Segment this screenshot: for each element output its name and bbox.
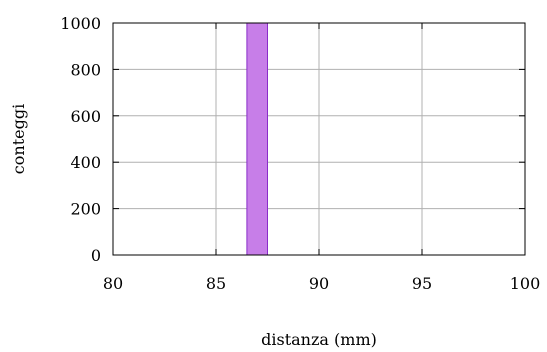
x-tick-label: 85 (206, 274, 226, 293)
y-tick-label: 800 (70, 60, 101, 79)
histogram-bar (246, 22, 268, 256)
x-tick-label: 95 (412, 274, 432, 293)
x-tick-label: 90 (309, 274, 329, 293)
y-tick-label: 400 (70, 153, 101, 172)
x-tick-label: 100 (510, 274, 541, 293)
y-tick-label: 200 (70, 200, 101, 219)
y-tick-label: 1000 (60, 14, 101, 33)
ticks (112, 22, 526, 256)
grid (113, 23, 525, 255)
y-tick-labels: 0 200 400 600 800 1000 (60, 14, 101, 265)
y-axis-label: conteggi (9, 104, 28, 174)
y-tick-label: 600 (70, 107, 101, 126)
y-tick-label: 0 (91, 246, 101, 265)
x-axis-label: distanza (mm) (261, 330, 377, 349)
bars (246, 22, 268, 256)
x-tick-labels: 80 85 90 95 100 (103, 274, 540, 293)
x-tick-label: 80 (103, 274, 123, 293)
